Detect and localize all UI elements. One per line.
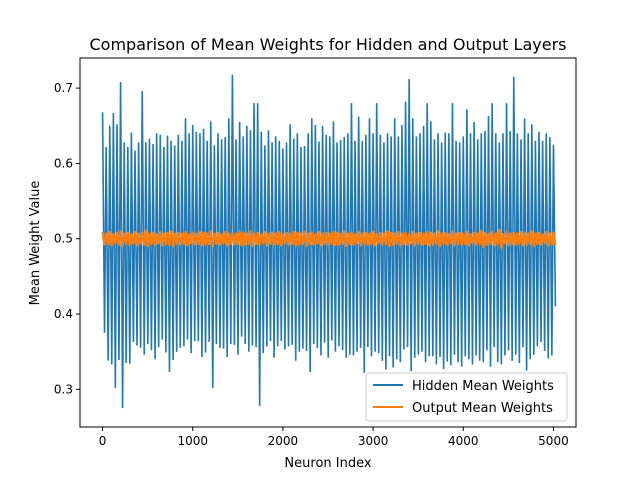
y-axis-label: Mean Weight Value bbox=[28, 181, 43, 306]
y-tick-label: 0.6 bbox=[54, 156, 73, 170]
y-axis: 0.3 0.4 0.5 0.6 0.7 bbox=[54, 81, 80, 396]
legend-label-output: Output Mean Weights bbox=[412, 401, 553, 416]
x-tick-label: 3000 bbox=[358, 434, 389, 448]
series-line-hidden bbox=[101, 74, 557, 409]
legend: Hidden Mean Weights Output Mean Weights bbox=[365, 372, 568, 422]
chart-title: Comparison of Mean Weights for Hidden an… bbox=[90, 35, 567, 54]
legend-label-hidden: Hidden Mean Weights bbox=[412, 379, 554, 394]
y-tick-label: 0.5 bbox=[54, 232, 73, 246]
plot-series bbox=[101, 74, 557, 409]
y-tick-label: 0.4 bbox=[54, 307, 73, 321]
y-tick-label: 0.3 bbox=[54, 382, 73, 396]
series-line-output bbox=[101, 228, 557, 249]
x-axis: 0 1000 2000 3000 4000 5000 bbox=[99, 427, 569, 448]
x-tick-label: 2000 bbox=[268, 434, 299, 448]
x-tick-label: 1000 bbox=[177, 434, 208, 448]
x-tick-label: 5000 bbox=[538, 434, 569, 448]
x-tick-label: 0 bbox=[99, 434, 107, 448]
legend-box bbox=[365, 372, 568, 422]
x-tick-label: 4000 bbox=[448, 434, 479, 448]
plot-frame bbox=[79, 57, 577, 428]
y-tick-label: 0.7 bbox=[54, 81, 73, 95]
x-axis-label: Neuron Index bbox=[284, 456, 371, 471]
